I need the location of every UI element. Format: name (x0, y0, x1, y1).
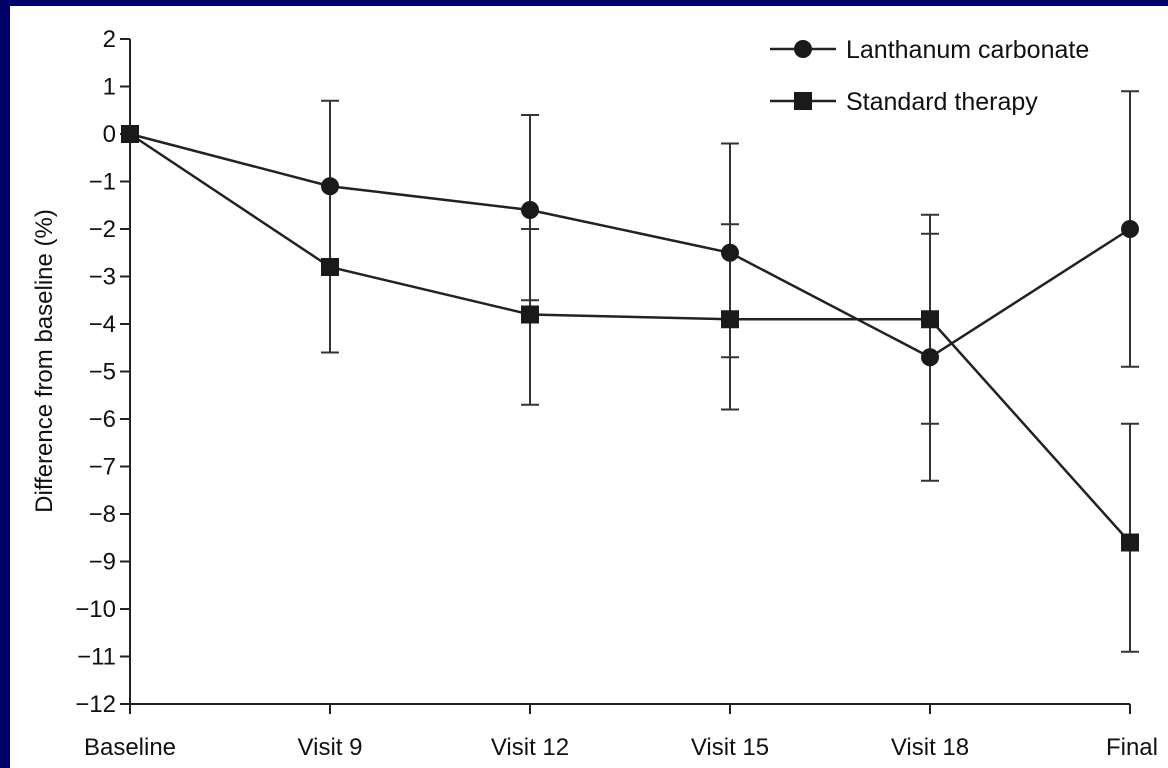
data-point-circle (521, 201, 539, 219)
data-point-square (521, 305, 539, 324)
x-tick-label: Final (1106, 734, 1158, 761)
y-tick-label: −3 (89, 264, 116, 291)
y-tick-label: −11 (77, 644, 116, 671)
series-line (129, 132, 1131, 544)
legend-label: Lanthanum carbonate (846, 36, 1089, 64)
y-tick-label: −2 (89, 216, 116, 243)
data-point-square (1121, 533, 1139, 552)
data-point-circle (1121, 220, 1139, 238)
y-tick-label: −8 (89, 501, 116, 528)
legend-marker-circle (794, 40, 812, 58)
y-tick-label: −9 (89, 549, 116, 576)
x-axis: Baseline Visit 9 Visit 12 Visit 15 Visit 18 F… (84, 703, 1158, 761)
y-tick-label: 0 (103, 121, 116, 148)
data-point-square (121, 125, 139, 143)
y-tick-label: 1 (103, 74, 116, 101)
series-markers (121, 125, 1139, 552)
data-point-circle (321, 177, 339, 196)
y-axis-title: Difference from baseline (%) (31, 209, 58, 513)
y-tick-label: −4 (89, 311, 116, 338)
x-tick-label: Baseline (84, 734, 176, 761)
line-chart: 2 1 0 −1 −2 −3 −4 −5 −6 −7 −8 −9 −10 −11 −12 Baseline V… (31, 26, 1158, 761)
y-tick-label: −12 (75, 691, 116, 718)
data-point-square (921, 310, 939, 329)
legend: Lanthanum carbonate Standard therapy (770, 36, 1089, 116)
x-tick-label: Visit 12 (491, 734, 569, 761)
data-point-square (721, 310, 739, 329)
y-tick-label: 2 (103, 26, 116, 53)
data-point-circle (721, 243, 739, 262)
y-tick-label: −5 (89, 359, 116, 386)
x-tick-label: Visit 15 (691, 734, 769, 761)
series-lines (129, 132, 1131, 544)
y-axis: 2 1 0 −1 −2 −3 −4 −5 −6 −7 −8 −9 −10 −11 −12 (75, 26, 131, 718)
chart-panel: 2 1 0 −1 −2 −3 −4 −5 −6 −7 −8 −9 −10 −11 −12 Baseline V… (10, 6, 1168, 768)
series-line (129, 132, 1131, 359)
y-tick-label: −1 (89, 169, 116, 196)
data-point-circle (921, 348, 939, 367)
x-tick-label: Visit 18 (891, 734, 969, 761)
y-tick-label: −10 (75, 596, 116, 623)
data-point-square (321, 258, 339, 276)
error-bars (321, 90, 1139, 653)
x-tick-label: Visit 9 (298, 734, 363, 761)
y-tick-label: −6 (89, 406, 116, 433)
legend-marker-square (794, 92, 812, 110)
legend-label: Standard therapy (846, 88, 1038, 116)
y-tick-label: −7 (89, 454, 116, 481)
